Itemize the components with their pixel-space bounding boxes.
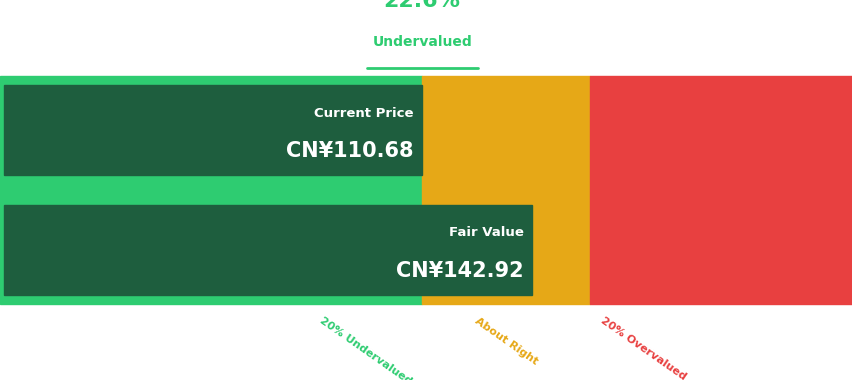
Bar [4,205,532,294]
Text: About Right: About Right [472,315,539,366]
Bar [0,76,422,304]
Text: Fair Value: Fair Value [448,226,523,239]
Text: Undervalued: Undervalued [372,35,471,49]
Text: CN¥142.92: CN¥142.92 [395,261,523,281]
Bar [590,76,852,304]
Text: 20% Overvalued: 20% Overvalued [598,315,687,380]
Bar [422,76,590,304]
Text: CN¥110.68: CN¥110.68 [286,141,413,161]
Text: Current Price: Current Price [314,106,413,120]
Text: 20% Undervalued: 20% Undervalued [318,315,413,380]
Text: 22.6%: 22.6% [383,0,460,11]
Bar [4,86,422,175]
